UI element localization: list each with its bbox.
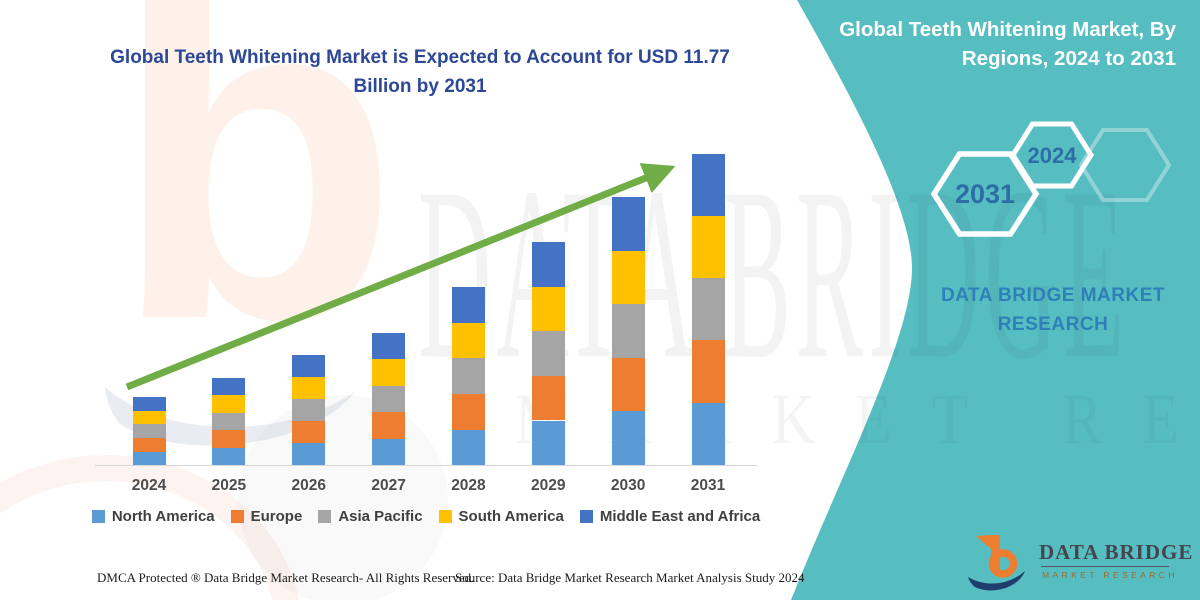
bar-segment-2030 [611, 357, 645, 412]
legend-item: Asia Pacific [318, 508, 423, 525]
bar-segment-2025 [212, 447, 246, 465]
bar-segment-2031 [691, 215, 725, 279]
bar-segment-2029 [531, 242, 565, 287]
x-axis-label: 2026 [291, 477, 326, 494]
x-axis-label: 2027 [371, 477, 406, 494]
dmca-notice: DMCA Protected ® Data Bridge Market Rese… [97, 570, 475, 585]
legend-item: Middle East and Africa [579, 508, 761, 525]
legend-label: Europe [250, 508, 303, 525]
hexagon-2024-label: 2024 [1028, 143, 1078, 168]
bar-segment-2024 [132, 438, 166, 452]
x-axis-label: 2024 [131, 477, 167, 494]
bar-segment-2026 [292, 443, 326, 465]
bar-segment-2026 [292, 355, 326, 377]
data-bridge-logo-icon [968, 535, 1025, 591]
legend-label: South America [458, 508, 564, 525]
bar-segment-2025 [212, 377, 246, 395]
legend-swatch-icon [91, 510, 105, 523]
faint-hexagon-icon [1078, 128, 1172, 202]
x-axis-label: 2029 [531, 477, 566, 494]
year-hexagons: 2031 2024 [930, 121, 1172, 237]
legend-swatch-icon [579, 510, 593, 523]
source-note: Source: Data Bridge Market Research Mark… [455, 570, 805, 585]
hexagon-2024-icon [1010, 121, 1094, 189]
legend-swatch-icon [318, 510, 332, 523]
logo-subtitle-text: MARKET RESEARCH [1042, 570, 1178, 580]
bar-segment-2031 [691, 278, 725, 341]
legend-item: Europe [230, 508, 303, 525]
bar-segment-2031 [691, 153, 725, 216]
legend-label: Asia Pacific [338, 508, 423, 525]
bar-segment-2028 [451, 394, 485, 430]
panel-brand-text: DATA BRIDGE MARKET RESEARCH [941, 285, 1165, 336]
bar-segment-2028 [451, 358, 485, 394]
chart-title: Global Teeth Whitening Market is Expecte… [110, 47, 730, 97]
data-bridge-logo: DATA BRIDGE MARKET RESEARCH [963, 533, 1195, 595]
bar-segment-2030 [611, 250, 645, 305]
bar-segment-2029 [531, 420, 565, 465]
logo-divider [1041, 566, 1169, 567]
legend-swatch-icon [438, 510, 452, 523]
bar-segment-2031 [691, 402, 725, 465]
bar-segment-2030 [611, 411, 645, 465]
bar-segment-2026 [292, 399, 326, 421]
bar-segment-2027 [372, 332, 406, 359]
logo-name-text: DATA BRIDGE [1039, 540, 1194, 564]
bar-segment-2027 [372, 385, 406, 412]
legend-label: Middle East and Africa [599, 508, 761, 525]
bar-segment-2028 [451, 287, 485, 323]
x-axis-label: 2031 [690, 477, 726, 494]
x-axis-label: 2028 [451, 477, 486, 494]
legend-swatch-icon [230, 510, 244, 523]
bar-segment-2029 [531, 375, 565, 421]
bar-segment-2025 [212, 395, 246, 413]
hexagon-2031-icon [930, 151, 1040, 237]
bar-segment-2024 [132, 397, 166, 411]
bar-segment-2030 [611, 197, 645, 251]
bar-segment-2026 [292, 421, 326, 443]
bar-segment-2028 [451, 322, 485, 359]
bar-segment-2027 [372, 359, 406, 386]
bar-segment-2029 [531, 286, 565, 332]
bar-segment-2024 [132, 451, 166, 465]
chart-legend: North America Europe Asia Pacific South Ame… [88, 508, 764, 525]
bar-segment-2025 [212, 430, 246, 448]
hexagon-2031-label: 2031 [955, 179, 1015, 209]
legend-label: North America [111, 508, 215, 525]
bar-segment-2031 [691, 340, 725, 403]
bar-segment-2024 [132, 410, 166, 425]
panel-heading: Global Teeth Whitening Market, By Region… [839, 18, 1176, 70]
bar-segment-2027 [372, 438, 406, 465]
bar-segment-2024 [132, 424, 166, 438]
legend-item: North America [91, 508, 215, 525]
x-axis-line [95, 465, 757, 466]
bar-segment-2029 [531, 331, 565, 376]
bar-segment-2027 [372, 412, 406, 439]
bar-segment-2030 [611, 304, 645, 358]
x-axis-label: 2030 [610, 477, 646, 494]
bar-segment-2025 [212, 412, 246, 430]
x-axis-label: 2025 [211, 477, 247, 494]
teal-panel-shape [791, 0, 1200, 600]
bar-segment-2028 [451, 429, 485, 465]
legend-item: South America [438, 508, 564, 525]
bar-segment-2026 [292, 377, 326, 399]
